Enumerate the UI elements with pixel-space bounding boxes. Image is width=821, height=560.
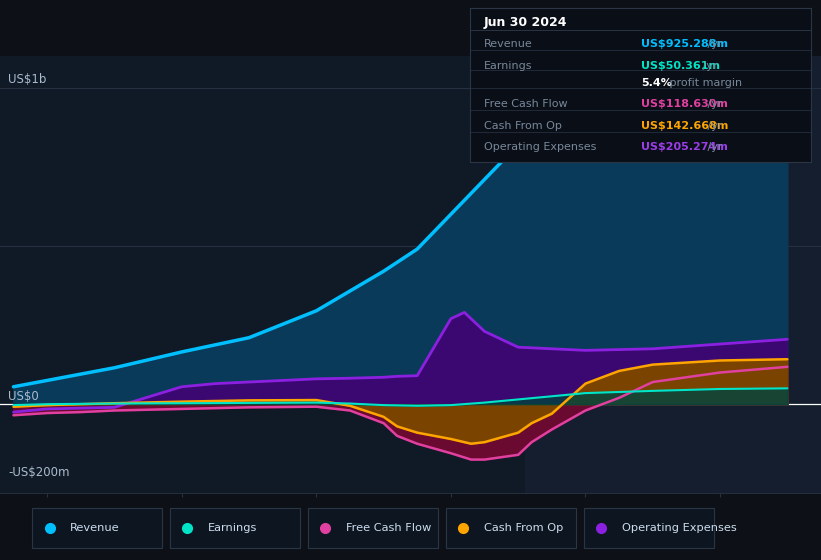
Text: Operating Expenses: Operating Expenses	[484, 142, 596, 152]
FancyBboxPatch shape	[32, 508, 163, 548]
Text: /yr: /yr	[699, 61, 718, 71]
Text: Free Cash Flow: Free Cash Flow	[484, 99, 567, 109]
Text: US$0: US$0	[8, 390, 39, 403]
Text: -US$200m: -US$200m	[8, 465, 70, 479]
Text: US$925.288m: US$925.288m	[641, 39, 727, 49]
Text: Cash From Op: Cash From Op	[484, 523, 563, 533]
Text: US$50.361m: US$50.361m	[641, 61, 720, 71]
Text: US$1b: US$1b	[8, 73, 47, 86]
Text: Revenue: Revenue	[70, 523, 120, 533]
Text: /yr: /yr	[704, 142, 722, 152]
Text: /yr: /yr	[704, 121, 722, 131]
Text: 5.4%: 5.4%	[641, 78, 672, 88]
FancyBboxPatch shape	[308, 508, 438, 548]
Text: Earnings: Earnings	[208, 523, 257, 533]
Text: Free Cash Flow: Free Cash Flow	[346, 523, 431, 533]
FancyBboxPatch shape	[446, 508, 576, 548]
Bar	[525, 56, 821, 493]
Text: US$142.668m: US$142.668m	[641, 121, 728, 131]
Text: /yr: /yr	[704, 99, 722, 109]
Text: Jun 30 2024: Jun 30 2024	[484, 16, 567, 29]
Text: profit margin: profit margin	[666, 78, 742, 88]
FancyBboxPatch shape	[584, 508, 714, 548]
Text: /yr: /yr	[704, 39, 722, 49]
FancyBboxPatch shape	[170, 508, 300, 548]
Text: US$205.274m: US$205.274m	[641, 142, 727, 152]
Text: Cash From Op: Cash From Op	[484, 121, 562, 131]
Text: US$118.630m: US$118.630m	[641, 99, 727, 109]
Text: Revenue: Revenue	[484, 39, 533, 49]
Text: Earnings: Earnings	[484, 61, 533, 71]
Text: Operating Expenses: Operating Expenses	[621, 523, 736, 533]
